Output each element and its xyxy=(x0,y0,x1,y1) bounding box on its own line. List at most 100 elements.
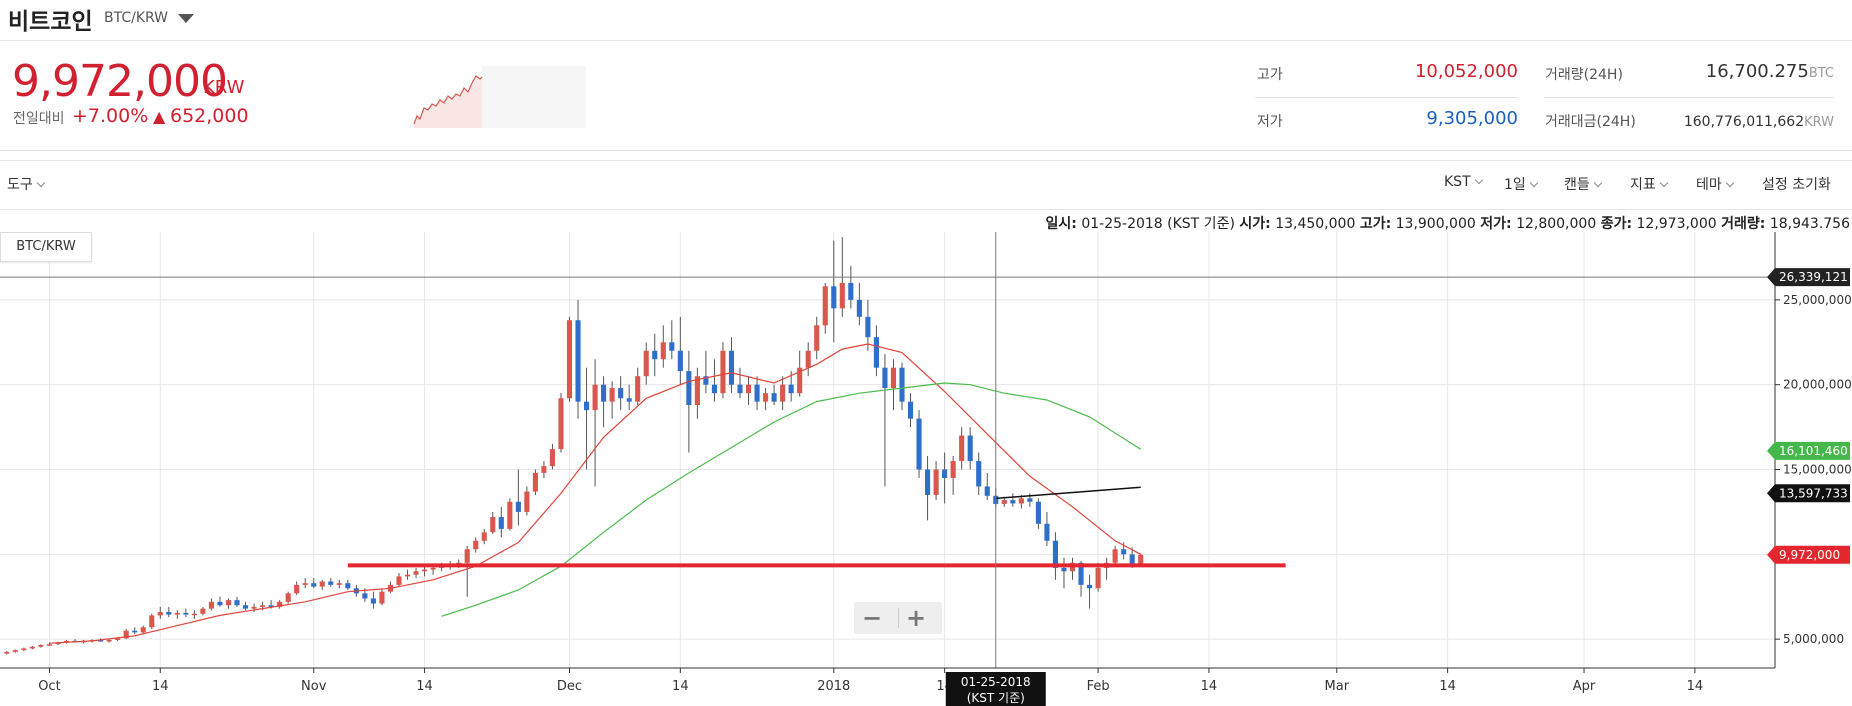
change-label: 전일대비 xyxy=(13,111,65,127)
candle-body xyxy=(234,600,240,606)
y-tick-label: 25,000,000 xyxy=(1783,293,1852,307)
timezone-label: KST xyxy=(1444,174,1471,190)
candle xyxy=(225,598,232,609)
up-arrow-icon: ▲ xyxy=(153,107,166,126)
candle xyxy=(524,486,530,516)
candle-body xyxy=(839,282,845,309)
candle-body xyxy=(856,299,862,317)
candle xyxy=(728,337,735,394)
candle-body xyxy=(890,367,897,389)
candle xyxy=(1086,574,1093,609)
candle-body xyxy=(191,613,197,616)
candle-body xyxy=(763,393,769,402)
candle-body xyxy=(140,627,146,633)
trade-value-unit: KRW xyxy=(1804,115,1834,130)
candle-body xyxy=(899,367,905,402)
candle xyxy=(217,596,223,607)
volume-label: 거래량(24H) xyxy=(1545,67,1623,83)
candle-body xyxy=(566,320,573,399)
candle-body xyxy=(925,469,931,495)
candle-body xyxy=(285,593,291,602)
candle xyxy=(319,579,325,590)
candle-body xyxy=(1035,501,1041,524)
candle xyxy=(1104,557,1110,580)
low-label: 저가 xyxy=(1257,114,1283,130)
tools-menu[interactable]: 도구 xyxy=(7,174,46,194)
candle xyxy=(234,596,240,607)
candle-body xyxy=(430,567,436,570)
reset-settings-button[interactable]: 설정 초기화 xyxy=(1762,177,1831,193)
candle xyxy=(677,316,683,385)
candle-body xyxy=(132,630,138,633)
chevron-down-icon xyxy=(36,178,46,188)
candle xyxy=(328,578,334,587)
price-tag-label: 13,597,733 xyxy=(1779,486,1848,500)
candle-body xyxy=(294,584,300,594)
candle-body xyxy=(507,501,513,529)
info-close: 12,973,000 xyxy=(1636,216,1717,232)
candle-body xyxy=(575,320,581,402)
price-tags: 26,339,121 16,101,460 13,597,733 9,972,000 xyxy=(1767,268,1850,564)
candle xyxy=(345,579,351,590)
price-tag: 26,339,121 xyxy=(1767,268,1850,287)
candle-body xyxy=(882,367,888,389)
candle xyxy=(166,606,172,618)
zoom-out-button[interactable]: − xyxy=(862,604,883,632)
candle-body xyxy=(728,350,735,385)
candle-body xyxy=(106,640,112,642)
candle xyxy=(277,600,283,609)
indicator-menu[interactable]: 지표 xyxy=(1630,174,1669,194)
theme-label: 테마 xyxy=(1696,177,1722,193)
candle xyxy=(848,265,854,309)
candle xyxy=(601,376,607,428)
candle xyxy=(890,359,897,411)
chart-type-menu[interactable]: 캔들 xyxy=(1564,174,1603,194)
timezone-menu[interactable]: KST xyxy=(1444,174,1483,190)
price-tag-shape xyxy=(1767,545,1850,564)
chevron-down-icon xyxy=(1474,175,1483,185)
price-chart[interactable]: 5,000,000 15,000,000 20,000,000 25,000,000 O… xyxy=(0,232,1852,706)
candle xyxy=(336,579,342,589)
candle-body xyxy=(1121,549,1127,555)
candle-body xyxy=(149,615,155,628)
candle xyxy=(916,410,922,478)
candle xyxy=(413,567,419,579)
crosshair-info: 일시: 01-25-2018 (KST 기준) 시가: 13,450,000 고… xyxy=(1046,213,1850,233)
price-tag: 9,972,000 xyxy=(1767,545,1850,564)
candle-body xyxy=(643,350,649,377)
candle-body xyxy=(541,466,547,473)
chevron-down-icon xyxy=(1725,178,1735,188)
candle-body xyxy=(157,612,163,616)
zoom-in-button[interactable]: + xyxy=(906,604,927,632)
candle-body xyxy=(737,384,743,394)
candle xyxy=(907,393,914,428)
candle-body xyxy=(251,606,257,609)
divider xyxy=(1255,97,1518,98)
price-summary: 9,972,000 KRW 전일대비 +7.00% ▲ 652,000 고가 1… xyxy=(0,41,1852,151)
interval-menu[interactable]: 1일 xyxy=(1504,174,1539,194)
candle-body xyxy=(174,612,180,615)
x-tick-label: Mar xyxy=(1325,679,1350,694)
current-price: 9,972,000 xyxy=(12,56,228,107)
candle xyxy=(379,588,385,606)
candle xyxy=(1095,562,1101,592)
chart-toolbar: 도구 KST 1일 캔들 지표 테마 설정 초기화 xyxy=(0,160,1852,210)
candle xyxy=(132,627,138,635)
price-tag-shape xyxy=(1767,441,1850,460)
candle-body xyxy=(225,600,232,606)
x-tick-label: 14 xyxy=(1687,679,1704,694)
market-pair[interactable]: BTC/KRW xyxy=(104,10,169,26)
candle-body xyxy=(166,612,172,615)
candle xyxy=(788,371,794,402)
candle-body xyxy=(635,376,641,402)
candle-body xyxy=(797,367,803,394)
candle-body xyxy=(328,581,334,585)
candle xyxy=(140,625,146,635)
candle xyxy=(532,469,538,495)
candle xyxy=(558,393,564,453)
chevron-down-icon[interactable] xyxy=(178,14,194,23)
theme-menu[interactable]: 테마 xyxy=(1696,174,1735,194)
candle xyxy=(242,601,249,611)
candle xyxy=(1035,498,1041,529)
candle-body xyxy=(208,601,214,609)
